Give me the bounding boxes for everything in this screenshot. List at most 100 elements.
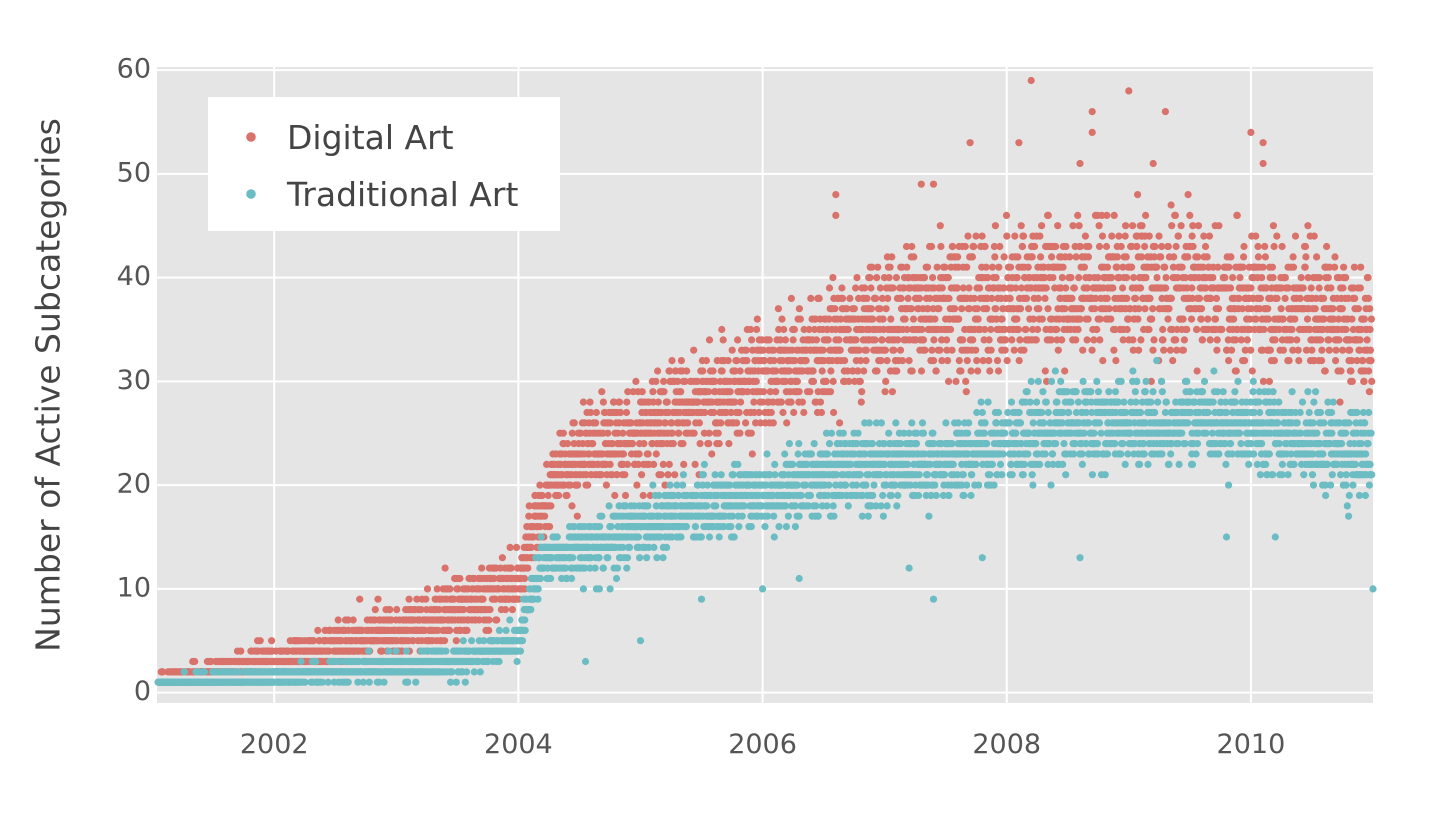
data-point bbox=[677, 388, 685, 396]
data-point bbox=[962, 377, 970, 385]
data-point bbox=[1258, 274, 1266, 282]
data-point bbox=[931, 315, 939, 323]
data-point bbox=[663, 398, 671, 406]
data-point bbox=[1247, 305, 1255, 313]
data-point bbox=[541, 512, 549, 520]
data-point bbox=[1068, 294, 1076, 302]
data-point bbox=[354, 678, 362, 686]
data-point bbox=[1269, 222, 1277, 230]
data-point bbox=[573, 512, 581, 520]
data-point bbox=[1129, 222, 1137, 230]
data-point bbox=[447, 678, 455, 686]
data-point bbox=[1204, 315, 1212, 323]
data-point bbox=[1162, 274, 1170, 282]
data-point bbox=[867, 305, 876, 313]
data-point bbox=[1018, 242, 1027, 251]
data-point bbox=[1041, 274, 1049, 282]
data-point bbox=[1172, 336, 1180, 344]
data-point bbox=[1360, 315, 1368, 323]
data-point bbox=[1054, 222, 1062, 230]
data-point bbox=[1254, 242, 1262, 251]
data-point bbox=[993, 357, 1002, 365]
data-point bbox=[674, 377, 682, 385]
data-point bbox=[1110, 211, 1118, 219]
data-point bbox=[1123, 274, 1131, 282]
data-point bbox=[805, 325, 813, 334]
data-point bbox=[1279, 315, 1287, 323]
data-point bbox=[770, 357, 778, 365]
data-point bbox=[920, 274, 929, 282]
data-point bbox=[654, 398, 662, 406]
data-point bbox=[724, 357, 732, 365]
data-point bbox=[301, 678, 309, 686]
data-point bbox=[1360, 377, 1368, 385]
data-point bbox=[586, 398, 594, 406]
data-point bbox=[901, 315, 909, 323]
data-point bbox=[649, 398, 657, 406]
data-point bbox=[534, 585, 542, 593]
data-point bbox=[1252, 315, 1260, 323]
data-point bbox=[495, 626, 503, 635]
data-point bbox=[1194, 222, 1203, 230]
data-point bbox=[547, 502, 555, 510]
data-point bbox=[1159, 325, 1167, 334]
data-point bbox=[1338, 305, 1346, 313]
data-point bbox=[1119, 336, 1127, 344]
data-point bbox=[1162, 284, 1170, 292]
data-point bbox=[1321, 367, 1329, 375]
data-point bbox=[944, 357, 952, 365]
data-point bbox=[1324, 274, 1332, 282]
data-point bbox=[335, 657, 343, 666]
data-point bbox=[568, 574, 576, 583]
data-point bbox=[606, 419, 615, 427]
data-point bbox=[1233, 211, 1241, 219]
data-point bbox=[1225, 357, 1233, 365]
data-point bbox=[1174, 232, 1182, 240]
data-point bbox=[853, 274, 861, 282]
data-point bbox=[180, 668, 188, 676]
data-point bbox=[850, 305, 858, 313]
data-point bbox=[959, 284, 967, 292]
data-point bbox=[881, 388, 889, 396]
data-point bbox=[493, 616, 501, 624]
data-point bbox=[1366, 325, 1374, 334]
data-point bbox=[1181, 274, 1189, 282]
data-point bbox=[1129, 336, 1137, 344]
data-point bbox=[638, 388, 646, 396]
data-point bbox=[568, 502, 576, 510]
data-point bbox=[877, 357, 885, 365]
data-point bbox=[1150, 336, 1158, 344]
data-point bbox=[314, 626, 322, 635]
data-point bbox=[887, 315, 895, 323]
data-point bbox=[996, 242, 1004, 251]
data-point bbox=[518, 637, 527, 645]
data-point bbox=[632, 377, 640, 385]
data-point bbox=[365, 647, 373, 655]
data-point bbox=[1173, 346, 1181, 354]
data-point bbox=[1000, 284, 1008, 292]
data-point bbox=[660, 388, 668, 396]
data-point bbox=[980, 336, 988, 344]
data-point bbox=[918, 325, 926, 334]
data-point bbox=[1366, 305, 1374, 313]
data-point bbox=[512, 543, 521, 552]
data-point bbox=[1171, 211, 1179, 219]
data-point bbox=[1281, 294, 1289, 302]
data-point bbox=[1013, 274, 1021, 282]
data-point bbox=[1151, 242, 1159, 251]
data-point bbox=[1351, 294, 1359, 302]
data-point bbox=[831, 305, 839, 313]
data-point bbox=[1015, 139, 1023, 147]
data-point bbox=[910, 253, 918, 261]
data-point bbox=[812, 336, 821, 344]
data-point bbox=[1150, 253, 1158, 261]
data-point bbox=[1354, 305, 1362, 313]
data-point bbox=[708, 450, 716, 458]
data-point bbox=[1350, 263, 1358, 271]
data-point bbox=[513, 657, 521, 666]
data-point bbox=[1259, 159, 1267, 168]
data-point bbox=[892, 274, 901, 282]
data-point bbox=[256, 637, 264, 645]
data-point bbox=[393, 606, 401, 614]
data-point bbox=[1069, 222, 1077, 230]
